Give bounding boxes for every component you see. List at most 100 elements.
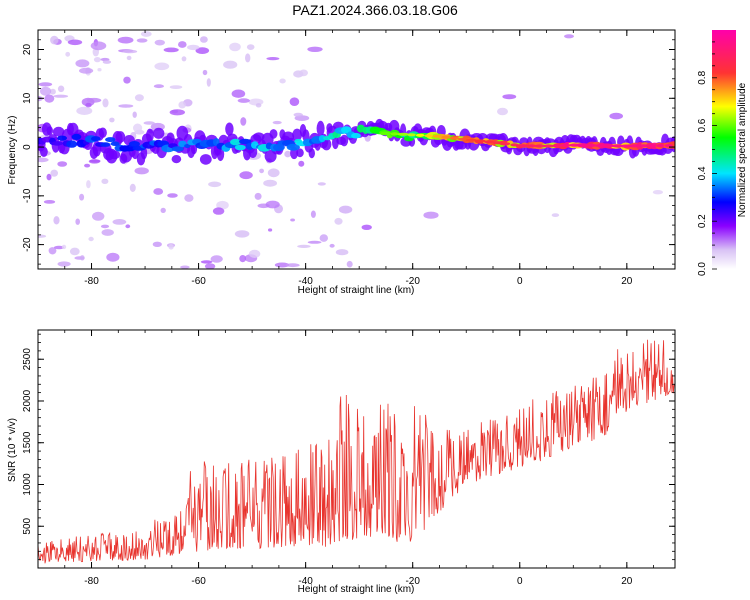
spectrogram-band-core <box>510 143 519 147</box>
spectrogram-band-cell <box>296 148 304 158</box>
spectrogram-band-core <box>569 143 580 147</box>
spectrogram-band-core <box>466 138 478 142</box>
spectrogram-band-core <box>474 139 486 143</box>
spectrogram-speckle <box>239 171 253 180</box>
spectrogram-speckle <box>163 47 179 53</box>
spectrogram-speckle <box>44 94 55 103</box>
spectrogram-xtick-label: -60 <box>191 276 206 287</box>
spectrogram-speckle <box>239 255 247 263</box>
spectrogram-speckle <box>53 245 65 250</box>
spectrogram-band-core <box>655 144 665 148</box>
spectrogram-band-cell <box>153 127 165 139</box>
spectrogram-band-cell <box>98 127 107 138</box>
spectrogram-band-core <box>543 144 555 148</box>
spectrogram-speckle <box>216 200 229 210</box>
colorbar-gradient <box>712 30 736 269</box>
spectrogram-speckle <box>112 219 127 225</box>
spectrogram-speckle <box>129 183 136 192</box>
spectrogram-speckle <box>57 85 65 93</box>
spectrogram-speckle <box>97 68 102 72</box>
spectrogram-band-core <box>458 137 468 141</box>
snr-xtick-label: 0 <box>517 576 523 587</box>
spectrogram-speckle <box>43 200 56 204</box>
colorbar-tick-label: 0.2 <box>697 214 708 228</box>
spectrogram-speckle <box>329 243 335 248</box>
snr-ylabel: SNR (10 * v/v) <box>7 418 18 482</box>
spectrogram-speckle <box>102 98 109 108</box>
colorbar: 0.0 0.2 0.4 0.6 0.8 Normalized spectral ampl… <box>697 30 748 276</box>
spectrogram-speckle <box>208 181 222 188</box>
spectrogram-speckle <box>123 76 131 84</box>
spectrogram-speckle <box>246 44 255 50</box>
spectrogram-speckle <box>89 159 101 163</box>
spectrogram-speckle <box>307 46 323 52</box>
spectrogram-speckle <box>502 94 517 100</box>
spectrogram-band-cell <box>52 126 65 137</box>
spectrogram-speckle <box>102 60 112 64</box>
spectrogram-band-core <box>578 143 588 147</box>
spectrogram-band-cell <box>146 128 154 143</box>
colorbar-label: Normalized spectral amplitude <box>737 82 748 217</box>
spectrogram-band-cell <box>108 150 121 160</box>
spectrogram-speckle <box>101 178 109 184</box>
spectrogram-speckle <box>169 85 183 89</box>
spectrogram-band-cell <box>57 135 67 141</box>
spectrogram-band-core <box>664 144 673 148</box>
spectrogram-band-cell <box>128 141 140 147</box>
spectrogram-band-core <box>620 144 632 148</box>
spectrogram-speckle <box>181 56 187 62</box>
spectrogram-speckle <box>85 102 92 108</box>
spectrogram-speckle <box>90 41 107 51</box>
spectrogram-speckle <box>184 194 194 202</box>
spectrogram-band-cell <box>71 133 82 140</box>
spectrogram-speckle <box>237 98 250 103</box>
spectrogram-speckle <box>229 42 241 52</box>
spectrogram-speckle <box>57 161 68 167</box>
spectrogram-band-cell <box>184 144 191 148</box>
spectrogram-speckle <box>290 218 295 222</box>
spectrogram-speckle <box>497 107 508 116</box>
spectrogram-ticks: -80 -60 -40 -20 0 20 -20 -10 0 10 20 <box>22 29 675 287</box>
spectrogram-band-core <box>390 132 399 136</box>
spectrogram-band-core <box>432 134 443 138</box>
spectrogram-band-core <box>441 135 451 139</box>
spectrogram-band-core <box>552 144 563 148</box>
spectrogram-speckle <box>92 211 105 221</box>
spectrogram-speckle <box>202 69 208 76</box>
spectrogram-band-cell <box>216 147 225 162</box>
spectrogram-band-cell <box>308 148 315 159</box>
spectrogram-band-core <box>518 144 528 148</box>
spectrogram-speckle <box>38 157 49 163</box>
spectrogram-band-core <box>586 143 597 147</box>
spectrogram-band-cell <box>269 129 278 139</box>
spectrogram-speckle <box>122 49 138 54</box>
spectrogram-speckle <box>152 241 162 247</box>
spectrogram-speckle <box>299 69 308 77</box>
spectrogram-speckle <box>38 82 53 87</box>
snr-ytick-label: 2500 <box>22 348 33 371</box>
spectrogram-band-core <box>595 144 606 148</box>
spectrogram-speckle <box>248 249 261 258</box>
spectrogram-ytick-label: -10 <box>22 188 33 203</box>
spectrogram-band-cell <box>51 141 63 146</box>
spectrogram-xtick-label: -80 <box>84 276 99 287</box>
snr-panel: -80 -60 -40 -20 0 20 500 1000 1500 2000 2500 Heigh… <box>7 329 676 595</box>
spectrogram-speckle <box>180 265 190 269</box>
spectrogram-speckle <box>279 78 286 84</box>
spectrogram-band-core <box>380 131 392 135</box>
spectrogram-speckle <box>136 38 148 43</box>
spectrogram-speckle <box>255 103 262 108</box>
spectrogram-speckle <box>153 84 164 89</box>
spectrogram-speckle <box>240 117 247 126</box>
spectrogram-speckle <box>171 109 179 114</box>
colorbar-tick-label: 0.0 <box>697 262 708 276</box>
spectrogram-speckle <box>200 260 213 264</box>
spectrogram-speckle <box>187 44 200 51</box>
snr-xtick-label: -40 <box>298 576 313 587</box>
spectrogram-speckle <box>265 200 280 209</box>
spectrogram-band-core <box>492 141 502 145</box>
spectrogram-speckle <box>134 167 149 175</box>
snr-xtick-label: -60 <box>191 576 206 587</box>
spectrogram-speckle <box>335 249 349 256</box>
